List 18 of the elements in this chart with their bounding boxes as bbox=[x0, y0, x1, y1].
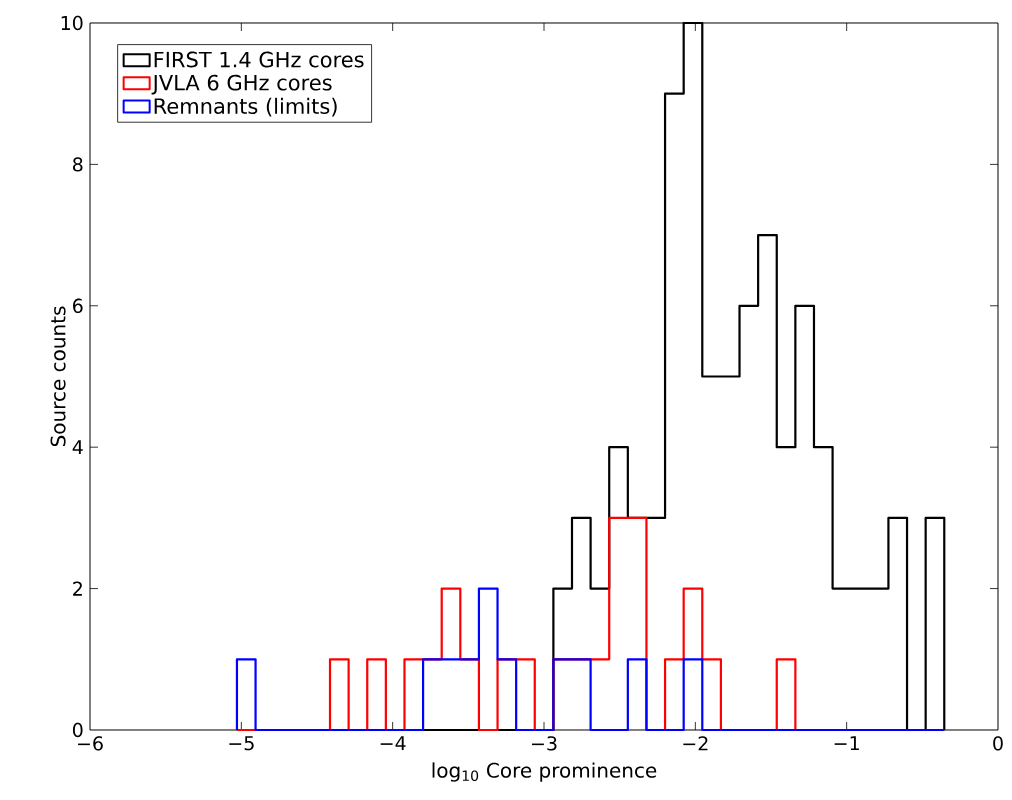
y-tick-label: 10 bbox=[61, 15, 83, 31]
y-axis-title: Source counts bbox=[50, 306, 66, 447]
x-tick-label: −6 bbox=[78, 736, 103, 751]
y-tick-label: 8 bbox=[73, 157, 83, 172]
y-tick-label: 0 bbox=[72, 722, 83, 738]
legend-label: FIRST 1.4 GHz cores bbox=[154, 51, 364, 68]
x-tick-label: −2 bbox=[683, 736, 708, 751]
legend-label: Remnants (limits) bbox=[154, 97, 337, 117]
x-axis-title: log$_{10}$ Core prominence bbox=[432, 762, 657, 782]
x-tick-label: 0 bbox=[993, 736, 1003, 751]
x-tick-label: −3 bbox=[532, 736, 557, 751]
y-tick-label: 6 bbox=[73, 298, 83, 313]
y-tick-label: 2 bbox=[73, 581, 82, 596]
y-tick-label: 4 bbox=[72, 440, 83, 455]
x-tick-label: −4 bbox=[380, 736, 406, 751]
legend-label: JVLA 6 GHz cores bbox=[151, 74, 332, 95]
x-tick-label: −1 bbox=[834, 736, 859, 751]
x-tick-label: −5 bbox=[229, 736, 254, 751]
